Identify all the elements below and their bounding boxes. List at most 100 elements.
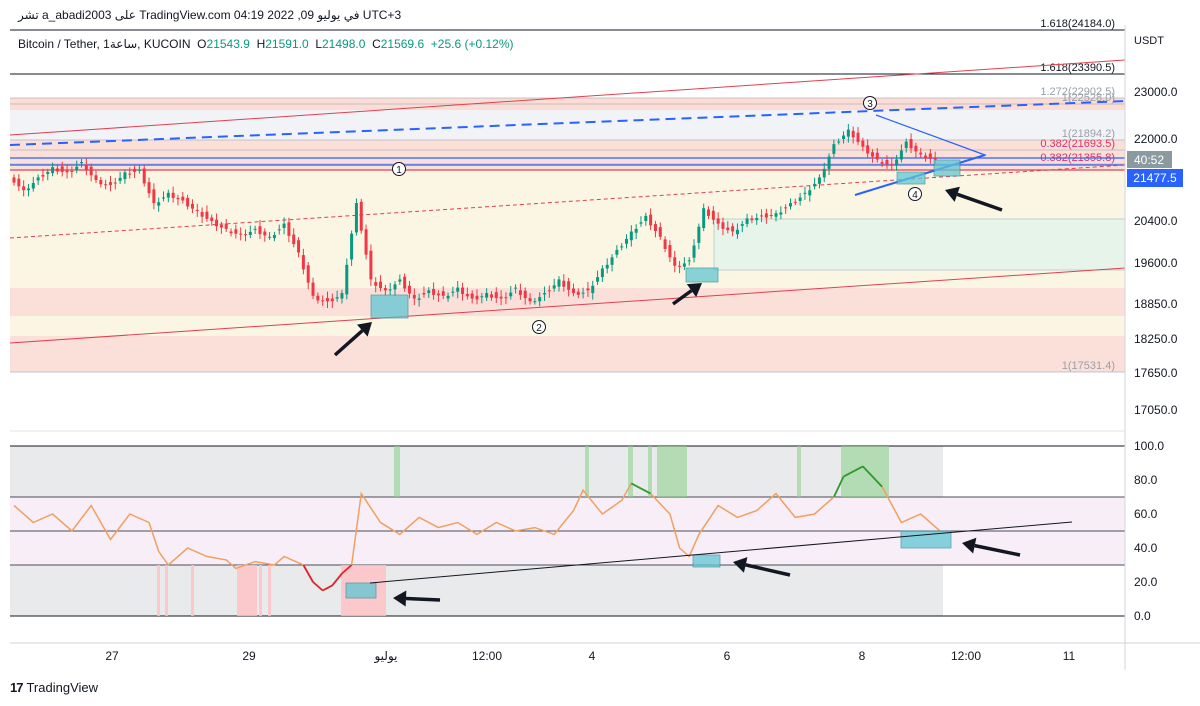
last-price-text: 21477.5 xyxy=(1133,171,1177,185)
candle-body xyxy=(277,229,281,231)
rsi-segment xyxy=(341,564,353,575)
rsi-line xyxy=(13,465,941,592)
candle-body xyxy=(499,296,503,299)
candle-body xyxy=(880,162,884,164)
teal-box-0 xyxy=(370,294,409,319)
candle-body xyxy=(518,290,522,295)
candle-body xyxy=(600,268,604,278)
price-tick-label: 19600.0 xyxy=(1134,256,1178,270)
candle-body xyxy=(533,301,537,303)
wave-label-1: 1 xyxy=(396,165,402,176)
blue-dashed-trendline xyxy=(9,100,1126,146)
time-tick-label: 12:00 xyxy=(472,649,502,663)
candle-body xyxy=(84,164,88,171)
candle-body xyxy=(885,159,889,165)
candle-body xyxy=(379,281,383,289)
price-tick-label: 22000.0 xyxy=(1134,132,1178,146)
candle-body xyxy=(263,231,267,236)
candle-body xyxy=(427,290,431,294)
arrow-rsi-1-shaft xyxy=(405,596,441,602)
candle-body xyxy=(494,292,498,299)
rsi-overbought-bar-6 xyxy=(841,446,889,497)
candle-body xyxy=(928,153,932,160)
rsi-overbought-bar-3 xyxy=(648,446,652,497)
candle-body xyxy=(70,171,74,173)
candle-body xyxy=(634,228,638,233)
candle-body xyxy=(543,293,547,295)
candle-body xyxy=(36,177,40,181)
candle-body xyxy=(26,188,30,191)
candle-body xyxy=(552,285,556,289)
candle-body xyxy=(340,293,344,299)
candle-body xyxy=(89,166,93,176)
rsi-segment xyxy=(630,482,652,495)
time-tick-label: 29 xyxy=(242,649,256,663)
candle-body xyxy=(330,298,334,302)
candle-body xyxy=(784,207,788,209)
candle-body xyxy=(571,288,575,294)
candle-body xyxy=(610,257,614,265)
candle-body xyxy=(489,294,493,298)
candle-body xyxy=(234,229,238,234)
candle-body xyxy=(128,173,132,175)
candle-body xyxy=(596,277,600,282)
candle-body xyxy=(557,279,561,287)
candle-body xyxy=(432,288,436,295)
rsi-zone-bottom xyxy=(10,565,943,616)
candle-body xyxy=(388,289,392,291)
candle-body xyxy=(837,141,841,143)
candle-body xyxy=(716,218,720,224)
candle-body xyxy=(827,156,831,169)
candle-body xyxy=(523,290,527,299)
candle-body xyxy=(215,219,219,227)
wave-label-3: 3 xyxy=(867,99,873,110)
tradingview-logo-icon: 17 xyxy=(10,680,24,695)
high-value: 21591.0 xyxy=(265,37,309,51)
candle-body xyxy=(726,227,730,231)
tradingview-logo[interactable]: 17 TradingView xyxy=(10,680,98,695)
candle-body xyxy=(605,264,609,269)
wave-circle-2 xyxy=(532,320,546,334)
rsi-oversold-bar-3 xyxy=(237,565,257,616)
candle-body xyxy=(403,276,407,289)
price-tick-label: 18250.0 xyxy=(1134,332,1178,346)
candle-body xyxy=(586,288,590,291)
candle-body xyxy=(162,197,166,199)
wave-label-2: 2 xyxy=(536,323,542,334)
candle-body xyxy=(875,152,879,160)
candle-body xyxy=(12,177,16,183)
candle-body xyxy=(581,292,585,294)
candle-body xyxy=(412,294,416,299)
candle-body xyxy=(451,291,455,293)
candle-body xyxy=(485,293,489,298)
candle-body xyxy=(509,292,513,297)
countdown-text: 40:52 xyxy=(1134,153,1164,167)
candle-body xyxy=(301,255,305,270)
candle-body xyxy=(692,245,696,258)
candle-body xyxy=(321,300,325,302)
tradingview-logo-text: TradingView xyxy=(26,680,99,695)
rsi-teal-box-2 xyxy=(900,530,952,549)
fib-label-1: 1.618(23390.5) xyxy=(1040,62,1115,74)
candle-body xyxy=(108,182,112,186)
candle-body xyxy=(528,298,532,302)
candle-body xyxy=(562,280,566,287)
wave-circle-3 xyxy=(863,96,877,110)
candle-body xyxy=(436,293,440,296)
candle-body xyxy=(682,263,686,267)
candle-body xyxy=(350,233,354,260)
arrow-price-3-shaft xyxy=(956,192,1003,212)
candle-body xyxy=(306,265,310,283)
candle-body xyxy=(248,231,252,235)
time-tick-label: 8 xyxy=(859,649,866,663)
candle-body xyxy=(118,177,122,181)
rsi-tick-label: 60.0 xyxy=(1134,507,1158,521)
candle-body xyxy=(407,285,411,294)
rsi-segment xyxy=(322,584,333,592)
candle-body xyxy=(258,226,262,235)
rsi-tick-label: 80.0 xyxy=(1134,473,1158,487)
candle-body xyxy=(721,222,725,229)
time-tick-label: 6 xyxy=(724,649,731,663)
candle-body xyxy=(157,202,161,206)
